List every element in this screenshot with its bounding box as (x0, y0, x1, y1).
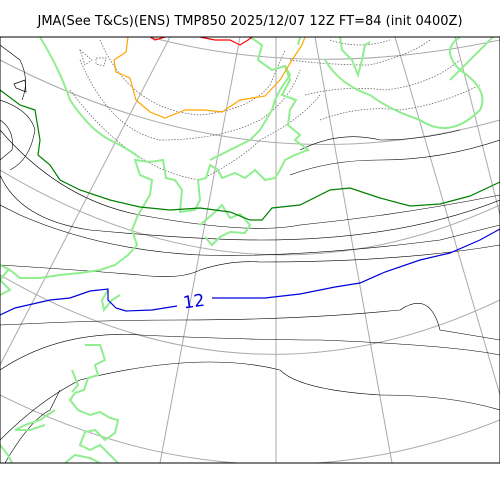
longitude-line (0, 37, 171, 366)
isotherm-line (0, 99, 36, 171)
isotherm-line (0, 334, 500, 371)
coastline-segment (100, 289, 121, 313)
isotherm-line (304, 59, 461, 96)
isotherms-dotted (69, 39, 481, 181)
coastline-segment (71, 369, 80, 393)
latitude-line (0, 169, 500, 256)
isotherm-line (0, 44, 26, 101)
isotherm-green (0, 89, 500, 221)
coastline-segment (0, 269, 12, 296)
coastline (0, 37, 495, 463)
isotherm-blue (0, 228, 500, 316)
isotherm-line (0, 303, 500, 341)
isotherm-loop (13, 79, 27, 93)
isotherm-line (329, 39, 391, 46)
latitude-line (0, 394, 500, 463)
isotherm-line (0, 129, 500, 229)
longitude-line (314, 37, 393, 463)
isotherm-line (4, 389, 61, 463)
coastline-segment (339, 37, 371, 79)
coastline-segment (0, 37, 311, 279)
isotherm-line (319, 84, 481, 121)
isotherm-line (69, 89, 321, 181)
isotherms-black (0, 44, 500, 463)
map-title: JMA(See T&Cs)(ENS) TMP850 2025/12/07 12Z… (37, 14, 463, 29)
isotherm-line (289, 39, 431, 66)
coastline-segment (199, 203, 252, 247)
isotherm-line (299, 129, 461, 151)
isotherm-label-12: 12 (182, 291, 206, 314)
coastline-segment (0, 444, 13, 463)
isotherm-line (0, 174, 500, 241)
coastline-segment (64, 453, 101, 463)
coastline-segment (39, 37, 141, 159)
map-frame (0, 36, 500, 464)
coastline-segment (297, 37, 301, 46)
coastline-segment (449, 37, 495, 81)
isotherm-line (0, 204, 500, 256)
isotherm-line (0, 119, 13, 161)
coastline-segment (68, 344, 120, 463)
latitude-line (0, 274, 500, 355)
longitude-line (159, 37, 241, 463)
longitude-line (394, 37, 500, 396)
isotherm-red (149, 37, 253, 46)
coastline-segment (209, 65, 292, 161)
isotherm-line (95, 57, 107, 67)
isotherm-orange (113, 37, 306, 119)
isotherm-line (0, 361, 500, 441)
isotherm-line (289, 139, 500, 176)
coastline-segment (14, 409, 56, 431)
coastline-segment (324, 37, 484, 129)
